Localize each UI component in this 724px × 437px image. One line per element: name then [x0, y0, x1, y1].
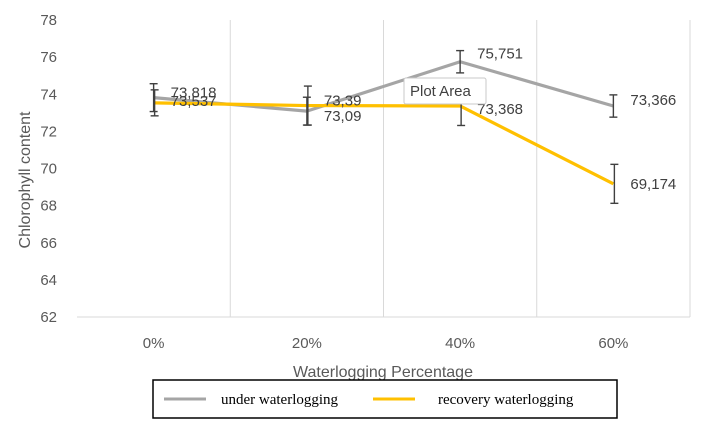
x-axis-ticks: 0% 20% 40% 60%	[143, 335, 629, 352]
data-label: 73,537	[171, 93, 217, 110]
error-bar	[609, 94, 618, 118]
data-label: 73,818	[171, 85, 217, 102]
series-lines	[153, 60, 615, 186]
y-axis-ticks: 62 64 66 68 70 72 74 76 78	[40, 12, 57, 326]
y-tick-label: 66	[40, 235, 57, 252]
error-bar	[610, 163, 619, 205]
plot-area-tooltip: Plot Area	[403, 77, 487, 105]
grid-lines	[77, 20, 691, 318]
x-tick-label: 40%	[445, 335, 475, 352]
y-tick-label: 68	[40, 198, 57, 215]
data-label: 73,09	[324, 108, 362, 125]
error-bar	[303, 85, 312, 126]
y-tick-label: 72	[40, 123, 57, 140]
series-line-1	[153, 101, 615, 186]
y-tick-label: 62	[40, 309, 57, 326]
data-labels: 73,818 73,09 75,751 73,366 73,537 73,39 73,368…	[171, 46, 677, 193]
data-label: 73,39	[324, 93, 362, 110]
legend-label-under-waterlogging: under waterlogging	[221, 392, 339, 408]
y-axis-title: Chlorophyll content	[17, 111, 34, 249]
x-tick-label: 0%	[143, 335, 165, 352]
legend-label-recovery-waterlogging: recovery waterlogging	[438, 392, 574, 408]
y-tick-label: 78	[40, 12, 57, 29]
data-label: 73,368	[477, 101, 523, 118]
tooltip-box	[403, 77, 487, 105]
y-tick-label: 70	[40, 161, 57, 178]
data-label: 73,366	[630, 92, 676, 109]
x-tick-label: 60%	[598, 335, 628, 352]
error-bar	[149, 83, 158, 113]
x-tick-label: 20%	[292, 335, 322, 352]
error-bars	[149, 49, 619, 205]
data-label: 69,174	[630, 176, 676, 193]
x-axis-title: Waterlogging Percentage	[293, 364, 473, 381]
error-bar	[150, 89, 159, 117]
legend[interactable]: under waterlogging recovery waterlogging	[152, 379, 618, 419]
y-tick-label: 64	[40, 272, 57, 289]
y-tick-label: 74	[40, 86, 57, 103]
y-tick-label: 76	[40, 49, 57, 66]
error-bar	[456, 49, 465, 74]
tooltip-text: Plot Area	[410, 83, 472, 100]
data-label: 75,751	[477, 46, 523, 63]
